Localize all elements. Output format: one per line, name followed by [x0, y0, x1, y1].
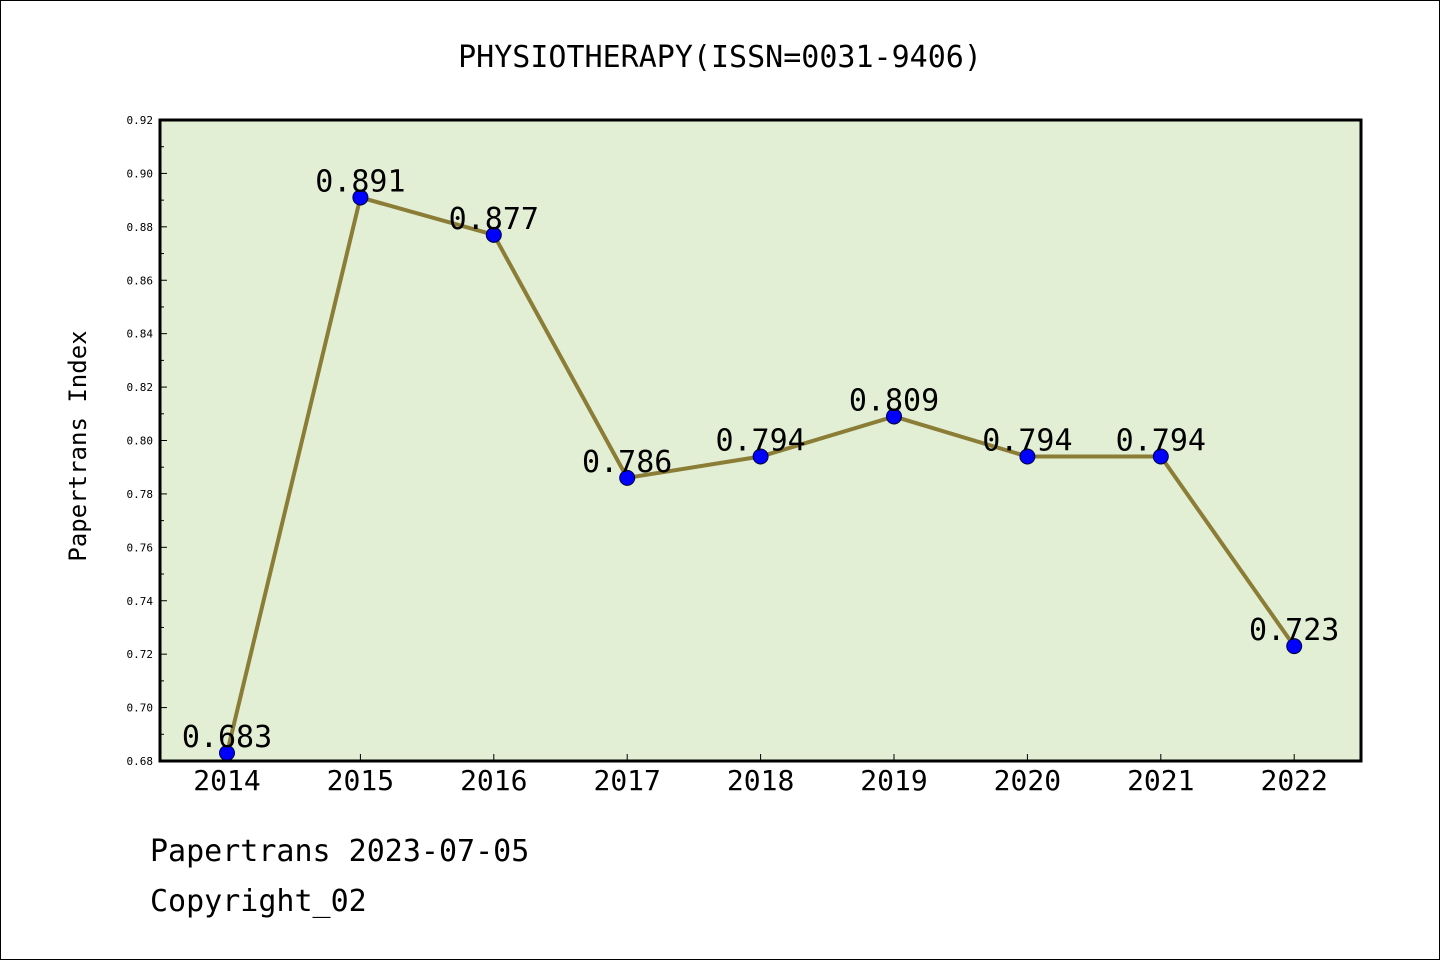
x-tick-label: 2018 [727, 764, 794, 797]
data-label: 0.794 [1116, 424, 1206, 459]
data-label: 0.683 [182, 720, 272, 755]
data-point [1286, 638, 1303, 655]
y-tick-label: 0.84 [127, 328, 154, 341]
data-label: 0.877 [449, 202, 539, 237]
data-label: 0.809 [849, 383, 939, 418]
y-tick-label: 0.74 [127, 595, 154, 608]
plot-border [158, 118, 1363, 763]
y-tick-label: 0.68 [127, 755, 154, 768]
x-tick-label: 2016 [460, 764, 527, 797]
chart-marks: 0.68 0.70 0.72 0.74 0.76 0.78 0.80 0.82 0.84 0.86… [127, 114, 1340, 797]
x-tick-label: 2019 [860, 764, 927, 797]
data-label: 0.723 [1249, 613, 1339, 648]
data-point [1152, 448, 1169, 465]
data-point [752, 448, 769, 465]
x-tick-label: 2017 [593, 764, 660, 797]
data-label: 0.891 [315, 164, 405, 199]
footer-copyright-text: Copyright_02 [150, 884, 367, 919]
y-tick-label: 0.92 [127, 114, 154, 127]
x-tick-label: 2020 [994, 764, 1061, 797]
data-point [1019, 448, 1036, 465]
data-point [352, 189, 369, 206]
x-tick-label: 2015 [327, 764, 394, 797]
y-tick-label: 0.80 [127, 435, 154, 448]
x-tick-label: 2021 [1127, 764, 1194, 797]
y-tick-label: 0.72 [127, 648, 154, 661]
y-tick-label: 0.76 [127, 541, 154, 554]
y-tick-label: 0.86 [127, 274, 154, 287]
data-label: 0.794 [715, 424, 805, 459]
x-tick-label: 2014 [193, 764, 260, 797]
y-tick-label: 0.82 [127, 381, 154, 394]
footer-date-text: Papertrans 2023-07-05 [150, 834, 530, 869]
y-tick-label: 0.70 [127, 702, 154, 715]
data-label: 0.794 [982, 424, 1072, 459]
plot-area [160, 120, 1361, 761]
data-point [485, 226, 502, 243]
y-tick-label: 0.88 [127, 221, 154, 234]
y-tick-label: 0.78 [127, 488, 154, 501]
y-axis-label: Papertrans Index [64, 330, 92, 561]
data-point [886, 408, 902, 425]
y-tick-label: 0.90 [127, 167, 154, 180]
data-point [619, 469, 636, 486]
chart-title: PHYSIOTHERAPY(ISSN=0031-9406) [458, 40, 982, 75]
x-tick-label: 2022 [1260, 764, 1327, 797]
data-label: 0.786 [582, 445, 672, 480]
